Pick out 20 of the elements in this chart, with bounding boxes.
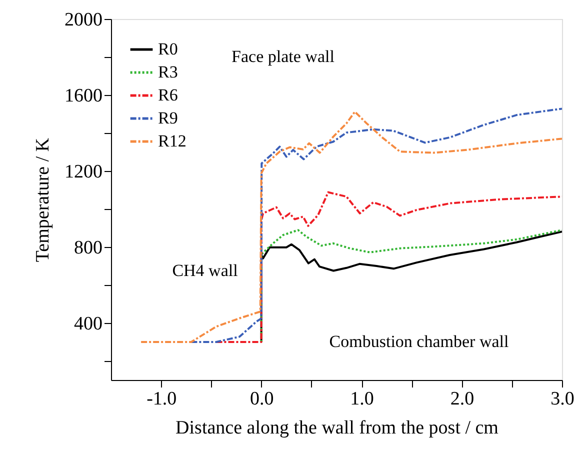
y-tick-label: 1600 [64,86,102,106]
annotation: CH4 wall [172,261,238,280]
legend-label: R3 [158,62,178,82]
x-tick-label: 0.0 [250,388,274,410]
x-tick-label: 2.0 [450,388,474,410]
legend-label: R12 [158,132,186,150]
x-tick-label: 3.0 [550,388,574,410]
y-tick-label: 400 [74,314,102,334]
x-tick-label: -1.0 [146,388,177,410]
y-axis-title: Temperature / K [32,138,54,262]
annotation: Face plate wall [232,47,335,66]
y-tick-label: 1200 [64,162,102,182]
y-tick-label: 2000 [64,10,102,30]
y-tick-label: 800 [74,238,102,258]
legend-label: R9 [158,108,178,128]
legend-label: R6 [158,86,178,104]
annotation: Combustion chamber wall [329,332,509,351]
x-axis-title: Distance along the wall from the post / cm [176,418,499,438]
x-tick-label: 1.0 [350,388,374,410]
legend-label: R0 [158,40,178,58]
